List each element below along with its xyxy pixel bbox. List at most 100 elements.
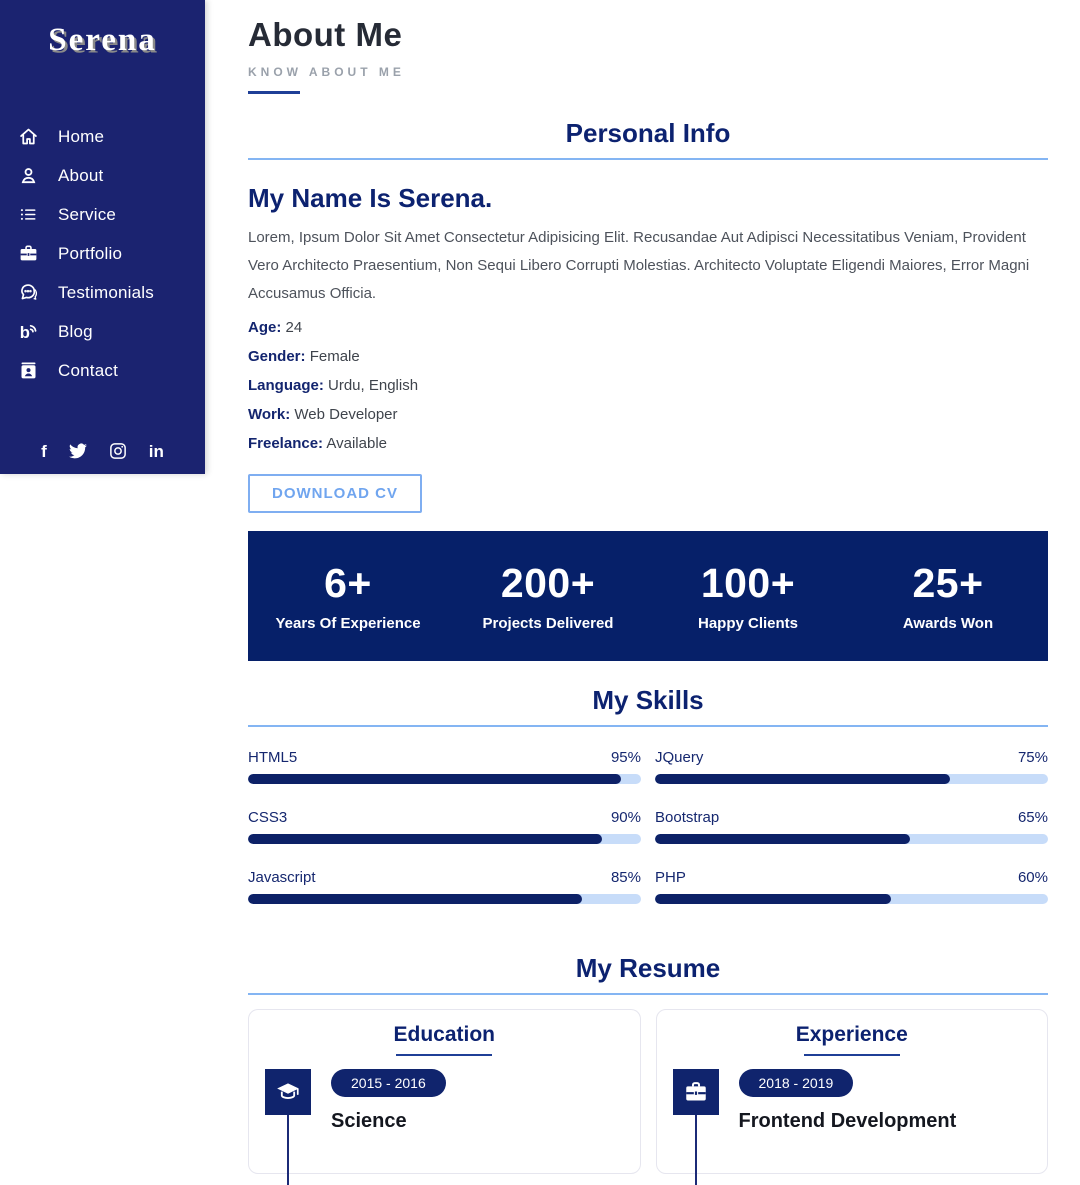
sidebar: Serena Home About Service Portfolio bbox=[0, 0, 205, 474]
timeline-line bbox=[694, 1115, 697, 1185]
blog-icon: b bbox=[18, 321, 39, 342]
stats-band: 6+ Years Of Experience 200+ Projects Del… bbox=[248, 531, 1048, 661]
progress-track bbox=[655, 894, 1048, 904]
resume-section: My Resume Education 2015 - 2016 Science … bbox=[248, 953, 1048, 1185]
section-title-personal-info: Personal Info bbox=[565, 118, 731, 148]
education-card: Education 2015 - 2016 Science bbox=[248, 1009, 641, 1185]
detail-label: Age: bbox=[248, 319, 282, 336]
sidebar-item-label: About bbox=[58, 165, 104, 185]
detail-gender: Gender: Female bbox=[248, 342, 1048, 371]
progress-fill bbox=[655, 774, 950, 784]
entry-heading: Frontend Development bbox=[738, 1110, 957, 1132]
skill-name: PHP bbox=[655, 869, 686, 886]
name-heading: My Name Is Serena. bbox=[248, 183, 493, 213]
detail-value: Female bbox=[309, 348, 360, 365]
sidebar-item-contact[interactable]: Contact bbox=[0, 351, 205, 390]
progress-track bbox=[655, 834, 1048, 844]
chat-icon bbox=[18, 282, 39, 303]
sidebar-item-label: Contact bbox=[58, 360, 118, 380]
sidebar-item-about[interactable]: About bbox=[0, 156, 205, 195]
svg-text:b: b bbox=[20, 323, 30, 342]
progress-track bbox=[655, 774, 1048, 784]
contact-card-icon bbox=[18, 360, 39, 381]
briefcase-icon bbox=[672, 1069, 719, 1115]
experience-card: Experience 2018 - 2019 Frontend Developm… bbox=[655, 1009, 1048, 1185]
main-content: About Me KNOW ABOUT ME Personal Info My … bbox=[248, 0, 1048, 1185]
sidebar-item-testimonials[interactable]: Testimonials bbox=[0, 273, 205, 312]
personal-details: Age: 24 Gender: Female Language: Urdu, E… bbox=[248, 313, 1048, 458]
skill-javascript: Javascript 85% bbox=[248, 869, 641, 904]
section-title-resume: My Resume bbox=[575, 953, 721, 983]
card-title-underline bbox=[396, 1054, 493, 1056]
section-divider bbox=[248, 725, 1048, 727]
card-title-education: Education bbox=[393, 1023, 495, 1046]
graduation-cap-icon bbox=[265, 1069, 311, 1115]
skill-percent: 95% bbox=[610, 749, 641, 766]
progress-fill bbox=[248, 834, 602, 844]
period-badge: 2015 - 2016 bbox=[331, 1069, 446, 1097]
home-icon bbox=[18, 126, 39, 147]
stat-value: 25+ bbox=[912, 560, 984, 606]
progress-track bbox=[248, 834, 641, 844]
skill-percent: 65% bbox=[1017, 809, 1048, 826]
stat-experience: 6+ Years Of Experience bbox=[248, 531, 448, 661]
section-divider bbox=[248, 993, 1048, 995]
detail-label: Language: bbox=[248, 377, 324, 394]
period-badge: 2018 - 2019 bbox=[738, 1069, 854, 1097]
list-icon bbox=[18, 204, 39, 225]
site-logo[interactable]: Serena bbox=[48, 22, 157, 58]
section-title-skills: My Skills bbox=[592, 685, 704, 715]
detail-value: Urdu, English bbox=[328, 377, 419, 394]
progress-fill bbox=[655, 834, 911, 844]
detail-value: 24 bbox=[285, 319, 303, 336]
detail-work: Work: Web Developer bbox=[248, 400, 1048, 429]
skill-name: CSS3 bbox=[248, 809, 288, 826]
skills-section: My Skills HTML5 95% CSS3 90% bbox=[248, 685, 1048, 929]
detail-value: Available bbox=[326, 435, 387, 452]
page-subtitle: KNOW ABOUT ME bbox=[248, 65, 405, 79]
progress-track bbox=[248, 894, 641, 904]
skill-css3: CSS3 90% bbox=[248, 809, 641, 844]
about-paragraph: Lorem, Ipsum Dolor Sit Amet Consectetur … bbox=[248, 229, 1030, 302]
facebook-icon[interactable]: f bbox=[41, 441, 47, 461]
progress-fill bbox=[655, 894, 891, 904]
sidebar-item-label: Home bbox=[58, 126, 105, 146]
skill-jquery: JQuery 75% bbox=[655, 749, 1048, 784]
skill-html5: HTML5 95% bbox=[248, 749, 641, 784]
entry-heading: Science bbox=[331, 1110, 407, 1132]
linkedin-icon[interactable]: in bbox=[148, 441, 164, 461]
stat-label: Projects Delivered bbox=[482, 615, 614, 632]
page-title: About Me bbox=[248, 16, 403, 53]
skills-grid: HTML5 95% CSS3 90% Javascript bbox=[248, 749, 1048, 929]
skill-bootstrap: Bootstrap 65% bbox=[655, 809, 1048, 844]
detail-label: Gender: bbox=[248, 348, 306, 365]
skill-name: JQuery bbox=[655, 749, 704, 766]
sidebar-item-label: Portfolio bbox=[58, 243, 123, 263]
timeline-line bbox=[287, 1115, 289, 1185]
briefcase-icon bbox=[18, 243, 39, 264]
download-cv-button[interactable]: DOWNLOAD CV bbox=[248, 474, 422, 513]
stat-projects: 200+ Projects Delivered bbox=[448, 531, 648, 661]
detail-freelance: Freelance: Available bbox=[248, 429, 1048, 458]
sidebar-item-service[interactable]: Service bbox=[0, 195, 205, 234]
skill-percent: 85% bbox=[610, 869, 641, 886]
stat-value: 6+ bbox=[324, 560, 372, 606]
stat-label: Happy Clients bbox=[697, 615, 799, 632]
detail-age: Age: 24 bbox=[248, 313, 1048, 342]
social-links: f in bbox=[0, 442, 205, 460]
resume-grid: Education 2015 - 2016 Science Experience bbox=[248, 1009, 1048, 1185]
stat-awards: 25+ Awards Won bbox=[848, 531, 1048, 661]
timeline-entry: 2015 - 2016 Science bbox=[265, 1069, 624, 1185]
user-icon bbox=[18, 165, 39, 186]
sidebar-nav: Home About Service Portfolio Testimonial… bbox=[0, 117, 205, 390]
instagram-icon[interactable] bbox=[109, 442, 127, 460]
skill-percent: 75% bbox=[1017, 749, 1048, 766]
stat-clients: 100+ Happy Clients bbox=[648, 531, 848, 661]
detail-value: Web Developer bbox=[294, 406, 398, 423]
twitter-icon[interactable] bbox=[68, 442, 87, 460]
sidebar-item-home[interactable]: Home bbox=[0, 117, 205, 156]
stat-label: Years Of Experience bbox=[275, 615, 421, 632]
sidebar-item-portfolio[interactable]: Portfolio bbox=[0, 234, 205, 273]
stat-value: 200+ bbox=[500, 560, 596, 606]
sidebar-item-blog[interactable]: b Blog bbox=[0, 312, 205, 351]
